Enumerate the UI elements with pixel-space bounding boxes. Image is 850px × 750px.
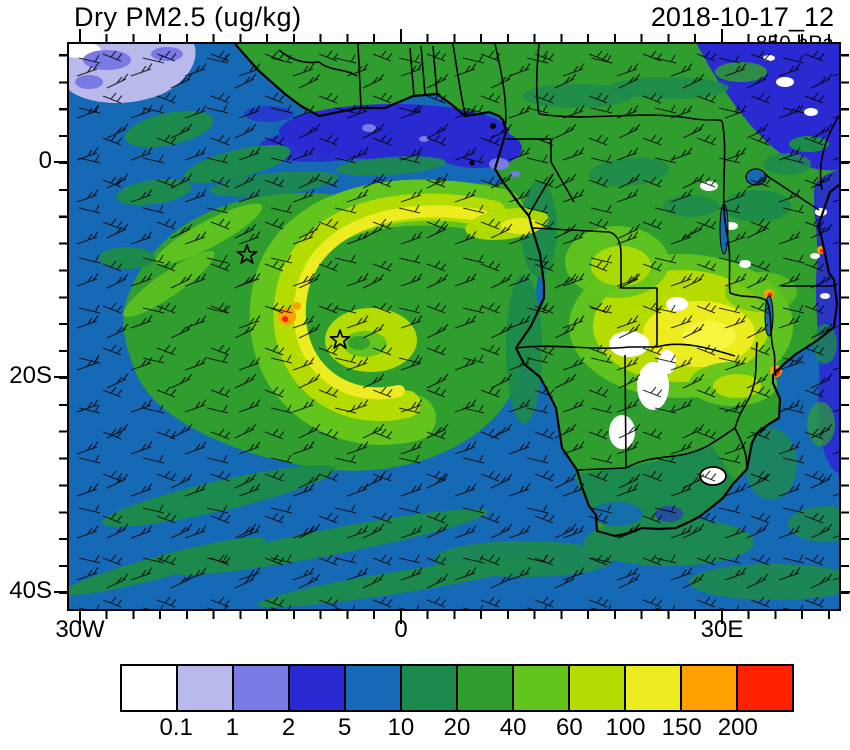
star-marker [236, 244, 258, 264]
y-tick-label-0: 0 [38, 147, 52, 174]
colorbar-tick-label: 0.1 [159, 714, 193, 741]
colorbar-box [344, 666, 400, 710]
star-marker [329, 329, 351, 349]
major-tick [400, 29, 402, 42]
colorbar-tick-label: 2 [281, 714, 296, 741]
colorbar-tick-label: 5 [337, 714, 352, 741]
colorbar-box [400, 666, 456, 710]
major-tick [79, 29, 81, 42]
bottom-axis-minor-ticks [69, 611, 839, 619]
x-tick-label-30e: 30E [700, 616, 744, 643]
major-tick [54, 376, 67, 378]
major-tick [841, 376, 850, 378]
colorbar-box [512, 666, 568, 710]
colorbar-labels: 0.1 1 2 5 10 20 40 60 100 150 200 [120, 714, 794, 744]
colorbar-tick-label: 20 [443, 714, 471, 741]
y-tick-label-20s: 20S [9, 362, 52, 389]
colorbar-box [456, 666, 512, 710]
x-tick-label-0: 0 [394, 616, 408, 643]
colorbar-box [288, 666, 344, 710]
colorbar-tick-label: 60 [555, 714, 583, 741]
colorbar-box [680, 666, 736, 710]
colorbar-box [122, 666, 176, 710]
major-tick [841, 161, 850, 163]
datetime-label: 2018-10-17_12 [650, 2, 834, 32]
top-axis-minor-ticks [69, 34, 839, 42]
colorbar-box [176, 666, 232, 710]
major-tick [721, 611, 723, 624]
major-tick [79, 611, 81, 624]
colorbar-box [568, 666, 624, 710]
colorbar-box [232, 666, 288, 710]
colorbar-box [736, 666, 792, 710]
colorbar-tick-label: 40 [499, 714, 527, 741]
colorbar-tick-label: 10 [387, 714, 415, 741]
major-tick [54, 161, 67, 163]
colorbar [120, 664, 794, 712]
colorbar-box [624, 666, 680, 710]
major-tick [721, 29, 723, 42]
map-plot-frame [67, 42, 841, 611]
major-tick [400, 611, 402, 624]
wind-barbs [69, 44, 839, 609]
plot-title: Dry PM2.5 (ug/kg) [74, 2, 302, 32]
x-tick-label-30w: 30W [55, 616, 105, 643]
map-canvas [69, 44, 839, 609]
star-markers [236, 244, 351, 349]
colorbar-tick-label: 150 [661, 714, 702, 741]
y-tick-label-40s: 40S [9, 577, 52, 604]
colorbar-tick-label: 200 [717, 714, 758, 741]
colorbar-tick-label: 100 [605, 714, 646, 741]
right-axis-minor-ticks [841, 44, 849, 609]
major-tick [841, 591, 850, 593]
colorbar-tick-label: 1 [225, 714, 240, 741]
left-axis-minor-ticks [59, 44, 67, 609]
major-tick [54, 591, 67, 593]
